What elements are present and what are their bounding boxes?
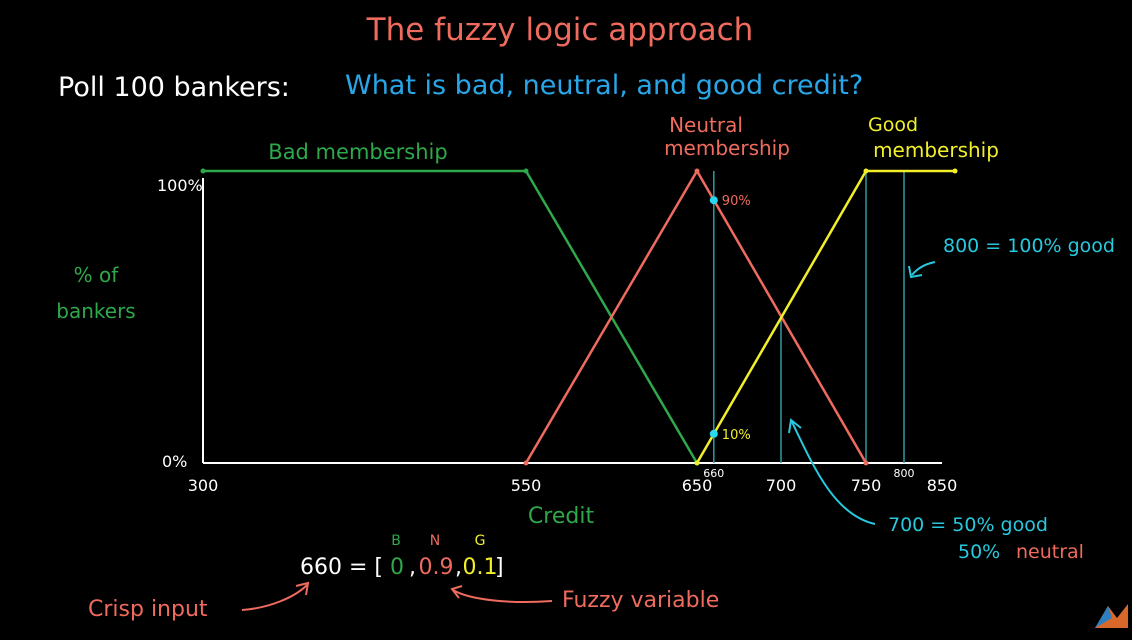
neutral-membership-label-line2: membership [664, 136, 790, 160]
annotation-700-arrow [791, 421, 876, 525]
comma-2: , [455, 555, 462, 580]
crisp-input-arrow [241, 584, 308, 611]
neutral-vertex-550 [523, 460, 529, 466]
bad-vertex-300 [200, 168, 206, 174]
neutral-membership-label-line1: Neutral [669, 113, 743, 137]
membership-markers: 90% 10% [709, 194, 751, 443]
y-axis-label-line1: % of [74, 263, 120, 287]
good-value: 0.1 [463, 555, 498, 580]
y-tick-0: 0% [162, 452, 187, 471]
marker-label-90%: 90% [722, 194, 751, 209]
x-tick-550: 550 [511, 476, 542, 495]
annotation-700-line2-value: 50% [958, 541, 1000, 563]
fuzzy-variable-arrow [452, 589, 553, 603]
bad-vertex-550 [523, 168, 529, 174]
good-membership-label-line1: Good [868, 114, 918, 136]
guide-lines [713, 171, 905, 463]
comma-1: , [409, 555, 416, 580]
bad-membership-line [203, 169, 699, 464]
marker-label-10%: 10% [722, 428, 751, 443]
annotation-800-good: 800 = 100% good [943, 235, 1115, 257]
good-vertex-850 [952, 168, 958, 174]
bad-letter: B [391, 533, 401, 549]
crisp-input-expression: 660 = [ [300, 555, 383, 580]
neutral-vertex-650 [694, 168, 700, 174]
fuzzy-variable-arrowhead-icon [450, 585, 463, 599]
annotation-700-line2-word: neutral [1016, 541, 1084, 563]
annotation-700-line1: 700 = 50% good [888, 514, 1048, 536]
crisp-input-arrowhead-icon [295, 581, 310, 596]
x-tick-650: 650 [682, 476, 713, 495]
neutral-value: 0.9 [419, 555, 454, 580]
marker-dot-10% [709, 429, 718, 438]
good-membership-label-line2: membership [873, 138, 999, 162]
question-prefix: Poll 100 bankers: [58, 72, 290, 103]
x-tick-700: 700 [766, 476, 797, 495]
marker-dot-90% [709, 196, 718, 205]
page-title: The fuzzy logic approach [366, 12, 754, 48]
x-axis-label: Credit [528, 504, 595, 529]
good-vertex-650 [694, 460, 700, 466]
good-membership-line [695, 169, 955, 464]
good-letter: G [475, 533, 486, 549]
crisp-input-label: Crisp input [88, 597, 208, 622]
bad-membership-label: Bad membership [268, 140, 447, 164]
annotation-800-arrowhead-icon [908, 265, 923, 279]
good-vertex-750 [863, 168, 869, 174]
annotation-700-arrowhead-icon [788, 418, 802, 434]
question-text: What is bad, neutral, and good credit? [345, 70, 863, 101]
annotation-800-arrow [911, 261, 936, 276]
x-tick-300: 300 [188, 476, 219, 495]
neutral-letter: N [430, 533, 440, 549]
x-tick-750: 750 [851, 476, 882, 495]
neutral-membership-line [524, 169, 868, 464]
bad-value: 0 [390, 555, 404, 580]
fuzzy-variable-label: Fuzzy variable [562, 588, 719, 613]
membership-series [200, 168, 958, 466]
x-tick-small-800: 800 [894, 467, 915, 480]
x-tick-small-660: 660 [703, 467, 724, 480]
close-bracket: ] [495, 555, 504, 580]
y-axis-label-line2: bankers [56, 299, 135, 323]
x-tick-850: 850 [927, 476, 958, 495]
x-tick-labels: 300 550 650 700 750 850 660 800 [188, 467, 958, 495]
neutral-vertex-750 [863, 460, 869, 466]
matlab-logo-icon [1095, 604, 1128, 628]
y-tick-100: 100% [157, 176, 203, 195]
